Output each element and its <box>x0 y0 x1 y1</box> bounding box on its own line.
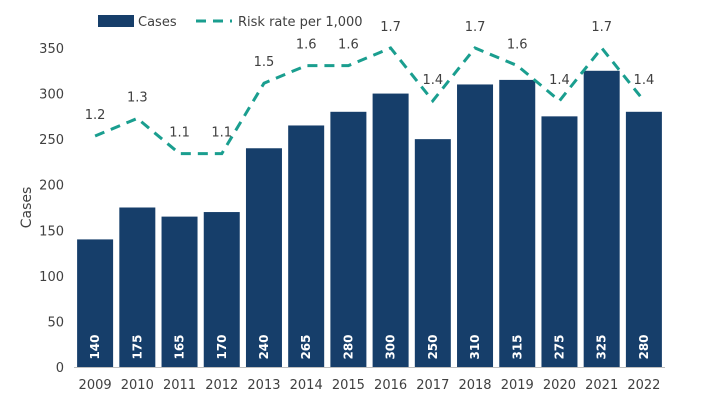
bar-value-label: 240 <box>257 334 271 359</box>
bar-2018 <box>457 84 494 367</box>
x-tick-label: 2010 <box>121 378 154 393</box>
bar-2015 <box>330 111 367 367</box>
risk-rate-label: 1.6 <box>507 38 528 53</box>
y-tick-label: 350 <box>39 42 64 57</box>
x-tick-label: 2020 <box>543 378 576 393</box>
y-tick-label: 150 <box>39 224 64 239</box>
risk-rate-label: 1.7 <box>380 20 401 35</box>
bar-2016 <box>372 93 409 368</box>
bar-2009 <box>77 239 114 367</box>
bar-value-label: 280 <box>637 334 651 359</box>
legend: Cases Risk rate per 1,000 <box>98 15 363 30</box>
bar-2020 <box>541 116 578 367</box>
risk-rate-label: 1.1 <box>211 126 232 141</box>
risk-rate-label: 1.7 <box>465 20 486 35</box>
bar-value-label: 175 <box>130 334 144 359</box>
bar-2013 <box>245 148 282 367</box>
bar-2017 <box>414 139 451 367</box>
legend-swatch-cases <box>98 15 134 27</box>
x-tick-label: 2015 <box>332 378 365 393</box>
y-axis-title: Cases <box>19 187 35 229</box>
x-tick-label: 2013 <box>247 378 280 393</box>
y-axis-ticks: 0 50 100 150 200 250 300 350 <box>39 42 64 376</box>
x-tick-label: 2018 <box>458 378 491 393</box>
x-axis-ticks: 2009 2010 2011 2012 2013 2014 2015 2016 2017 2018… <box>79 378 661 393</box>
bar-value-label: 170 <box>215 334 229 359</box>
risk-rate-label: 1.3 <box>127 90 148 105</box>
risk-rate-labels: 1.2 1.3 1.1 1.1 1.5 1.6 1.6 1.7 1.4 1.7 1.6 1.4 1.7 1… <box>85 20 654 141</box>
bar-value-label: 140 <box>88 334 102 359</box>
risk-rate-label: 1.6 <box>296 38 317 53</box>
x-tick-label: 2012 <box>205 378 238 393</box>
bar-value-label: 275 <box>552 334 566 359</box>
bar-value-labels: 140 175 165 170 240 265 280 300 250 310 315 275 325 2… <box>88 334 651 359</box>
bar-2012 <box>203 212 240 367</box>
y-tick-label: 0 <box>56 361 64 376</box>
x-tick-label: 2022 <box>627 378 660 393</box>
bar-value-label: 310 <box>468 334 482 359</box>
y-tick-label: 200 <box>39 179 64 194</box>
bar-value-label: 280 <box>341 334 355 359</box>
risk-rate-label: 1.4 <box>634 73 655 88</box>
bar-2021 <box>583 70 620 368</box>
x-tick-label: 2016 <box>374 378 407 393</box>
bar-value-label: 300 <box>384 334 398 359</box>
bars <box>77 70 662 368</box>
bar-2011 <box>161 216 198 367</box>
risk-rate-label: 1.2 <box>85 108 106 123</box>
risk-rate-line <box>94 45 646 156</box>
risk-rate-label: 1.6 <box>338 38 359 53</box>
y-tick-label: 250 <box>39 133 64 148</box>
x-tick-label: 2009 <box>79 378 112 393</box>
risk-rate-label: 1.4 <box>422 73 443 88</box>
risk-rate-label: 1.5 <box>254 55 275 70</box>
bar-value-label: 265 <box>299 334 313 359</box>
x-tick-label: 2021 <box>585 378 618 393</box>
bar-value-label: 315 <box>510 334 524 359</box>
bar-2022 <box>625 111 662 367</box>
bar-value-label: 165 <box>173 334 187 359</box>
x-tick-label: 2017 <box>416 378 449 393</box>
risk-rate-label: 1.4 <box>549 73 570 88</box>
risk-rate-label: 1.1 <box>169 126 190 141</box>
x-tick-label: 2014 <box>290 378 323 393</box>
bar-2010 <box>119 207 156 367</box>
legend-label-cases: Cases <box>138 15 177 30</box>
x-tick-label: 2011 <box>163 378 196 393</box>
risk-rate-label: 1.7 <box>591 20 612 35</box>
bar-2014 <box>288 125 325 367</box>
legend-label-risk-rate: Risk rate per 1,000 <box>238 15 363 30</box>
y-tick-label: 100 <box>39 270 64 285</box>
y-tick-label: 300 <box>39 88 64 103</box>
x-tick-label: 2019 <box>501 378 534 393</box>
bar-value-label: 325 <box>595 334 609 359</box>
bar-2019 <box>499 79 536 368</box>
y-tick-label: 50 <box>47 315 64 330</box>
bar-value-label: 250 <box>426 334 440 359</box>
